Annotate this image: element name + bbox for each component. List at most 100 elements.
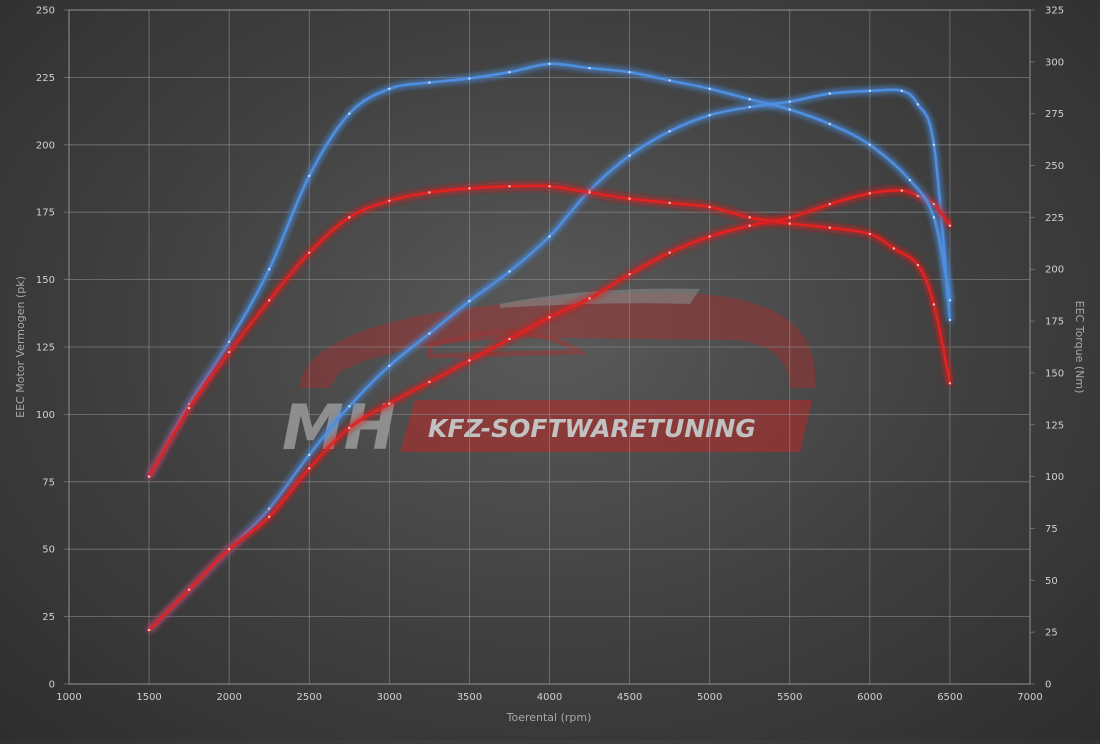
y-axis-label-right: EEC Torque (Nm) xyxy=(1073,301,1086,394)
series-point xyxy=(388,87,391,91)
x-tick-label: 6500 xyxy=(937,692,962,703)
x-tick-label: 7000 xyxy=(1017,692,1042,703)
series-point xyxy=(268,515,271,519)
series-point xyxy=(892,247,896,250)
y-right-tick-label: 50 xyxy=(1045,576,1058,587)
series-point xyxy=(388,199,391,202)
y-left-tick-label: 75 xyxy=(42,477,55,488)
series-point xyxy=(916,194,920,198)
series-point xyxy=(788,100,791,103)
series-point xyxy=(187,406,191,410)
y-right-tick-label: 325 xyxy=(1045,6,1064,17)
y-right-tick-label: 25 xyxy=(1045,628,1058,639)
watermark-logo-text: MH xyxy=(282,391,396,464)
series-point xyxy=(828,226,831,229)
series-point xyxy=(147,628,151,632)
series-point xyxy=(748,97,751,101)
y-right-tick-label: 0 xyxy=(1045,680,1051,691)
watermark-logo: MH KFZ-SOFTWARETUNING xyxy=(282,288,815,464)
series-point xyxy=(828,92,831,95)
series-point xyxy=(308,467,311,470)
y-left-tick-label: 175 xyxy=(36,208,55,219)
series-point xyxy=(308,174,311,178)
y-left-tick-label: 0 xyxy=(49,680,55,691)
series-point xyxy=(868,192,872,195)
series-point xyxy=(708,87,711,91)
series-point xyxy=(588,66,591,70)
series-point xyxy=(268,268,271,271)
series-point xyxy=(628,273,631,276)
x-axis-label: Toerental (rpm) xyxy=(506,711,592,724)
series-point xyxy=(428,380,431,384)
series-point xyxy=(668,130,671,133)
watermark-car-window xyxy=(427,329,589,359)
y-right-tick-label: 75 xyxy=(1045,524,1058,535)
series-point xyxy=(388,364,391,368)
series-point xyxy=(227,340,231,344)
series-point xyxy=(508,337,511,341)
series-point xyxy=(932,202,936,206)
series-point xyxy=(187,402,191,406)
y-left-tick-label: 250 xyxy=(36,6,55,17)
y-left-tick-label: 100 xyxy=(36,410,55,421)
series-point xyxy=(748,105,751,109)
y-right-tick-label: 100 xyxy=(1045,472,1064,483)
series-point xyxy=(628,154,631,157)
series-point xyxy=(468,77,471,80)
series-point xyxy=(147,475,151,478)
y-left-tick-label: 25 xyxy=(42,612,55,623)
y-right-tick-label: 300 xyxy=(1045,57,1064,68)
series-point xyxy=(468,299,471,303)
series-point xyxy=(548,62,551,66)
series-point xyxy=(788,108,791,111)
y-right-tick-label: 150 xyxy=(1045,368,1064,379)
series-2 xyxy=(147,189,952,632)
series-point xyxy=(868,143,872,146)
series-point xyxy=(428,191,431,194)
series-point xyxy=(468,359,471,362)
series-point xyxy=(916,103,920,106)
series-point xyxy=(868,89,872,93)
series-point xyxy=(708,205,711,209)
series-point xyxy=(948,224,952,227)
watermark-brand-text: KFZ-SOFTWARETUNING xyxy=(428,414,756,443)
x-tick-label: 4500 xyxy=(617,692,642,703)
watermark-brand-band xyxy=(400,400,812,452)
series-point xyxy=(932,143,936,146)
grid-layer xyxy=(64,9,1035,685)
x-tick-label: 2500 xyxy=(297,692,322,703)
series-4 xyxy=(147,184,952,478)
series-point xyxy=(628,71,631,74)
series-point xyxy=(900,89,904,93)
y-right-tick-label: 250 xyxy=(1045,161,1064,172)
series-point xyxy=(588,191,591,194)
series-point xyxy=(932,216,936,219)
series-point xyxy=(348,216,351,219)
series-point xyxy=(668,79,671,82)
series-point xyxy=(428,81,431,84)
series-point xyxy=(708,235,711,238)
series-point xyxy=(668,201,671,205)
series-point xyxy=(468,187,471,190)
watermark-car-roof xyxy=(500,288,700,308)
x-tick-label: 5500 xyxy=(777,692,802,703)
x-tick-label: 3000 xyxy=(377,692,402,703)
series-point xyxy=(508,71,511,74)
series-point xyxy=(268,299,271,302)
x-tick-label: 1000 xyxy=(56,692,81,703)
series-point xyxy=(428,332,431,335)
series-line xyxy=(147,62,952,478)
y-right-tick-label: 125 xyxy=(1045,420,1064,431)
x-tick-label: 6000 xyxy=(857,692,882,703)
series-point xyxy=(348,426,351,430)
series-point xyxy=(868,232,872,236)
y-left-tick-label: 200 xyxy=(36,140,55,151)
series-point xyxy=(187,588,191,591)
series-point xyxy=(668,251,671,254)
x-tick-label: 2000 xyxy=(216,692,241,703)
series-point xyxy=(788,216,791,219)
x-tick-label: 3500 xyxy=(457,692,482,703)
series-point xyxy=(828,202,831,206)
series-point xyxy=(548,185,551,188)
